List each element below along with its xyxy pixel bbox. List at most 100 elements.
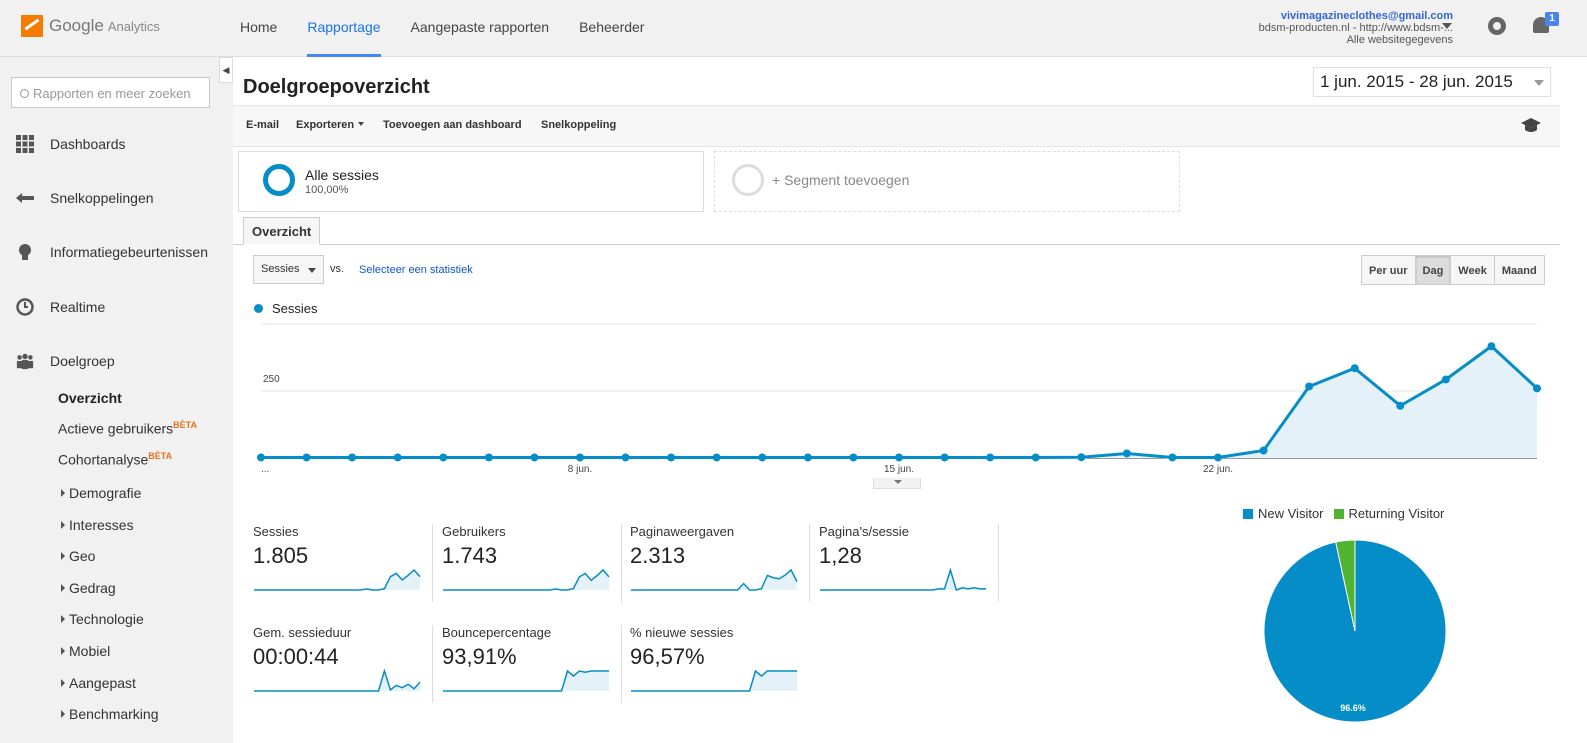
pie-legend-new-visitor[interactable]: New Visitor: [1243, 506, 1324, 521]
stat-card[interactable]: Pagina's/sessie 1,28: [819, 524, 999, 602]
account-dropdown-icon[interactable]: [1442, 23, 1452, 29]
sidebar-item-cohortanalyse[interactable]: CohortanalyseBÈTA: [58, 451, 172, 468]
sidebar-item-dashboards[interactable]: Dashboards: [0, 129, 233, 159]
sidebar-tree-benchmarking[interactable]: Benchmarking: [61, 706, 159, 722]
metric-dropdown[interactable]: Sessies: [253, 255, 324, 284]
main-content: Doelgroepoverzicht 1 jun. 2015 - 28 jun.…: [233, 57, 1587, 743]
sidebar-label-informatiegebeurtenissen: Informatiegebeurtenissen: [50, 244, 208, 260]
period-maand-button[interactable]: Maand: [1494, 256, 1544, 284]
sidebar-item-snelkoppelingen[interactable]: Snelkoppelingen: [0, 183, 233, 213]
pie-slice-returning-visitor[interactable]: [1335, 539, 1356, 632]
sidebar-label-dashboards: Dashboards: [50, 136, 126, 152]
sessions-line-chart[interactable]: 250500...8 jun.15 jun.22 jun.: [233, 319, 1553, 479]
data-point[interactable]: [530, 453, 539, 462]
visitor-type-pie-chart[interactable]: 96.6%: [1263, 539, 1447, 723]
data-point[interactable]: [302, 453, 311, 462]
data-point[interactable]: [1077, 453, 1086, 462]
sidebar-collapse-button[interactable]: ◀: [219, 57, 233, 83]
data-point[interactable]: [849, 453, 858, 462]
stat-card[interactable]: Paginaweergaven 2.313: [630, 524, 810, 602]
sidebar-item-actieve-gebruikers[interactable]: Actieve gebruikersBÈTA: [58, 420, 197, 437]
sidebar-tree-aangepast[interactable]: Aangepast: [61, 675, 136, 691]
data-point[interactable]: [1487, 342, 1496, 351]
tab-overzicht[interactable]: Overzicht: [243, 217, 321, 245]
data-point[interactable]: [1259, 446, 1268, 455]
settings-gear-icon[interactable]: [1488, 17, 1506, 35]
data-point[interactable]: [1396, 401, 1405, 410]
data-point[interactable]: [1350, 364, 1359, 373]
sidebar-item-overzicht[interactable]: Overzicht: [58, 390, 122, 406]
stat-card[interactable]: Gem. sessieduur 00:00:44: [253, 625, 433, 703]
data-point[interactable]: [576, 453, 584, 462]
add-segment-button[interactable]: + Segment toevoegen: [714, 151, 1180, 212]
account-selector[interactable]: vivimagazineclothes@gmail.com bdsm-produ…: [1259, 10, 1453, 46]
pie-legend-returning-visitor[interactable]: Returning Visitor: [1333, 506, 1444, 521]
data-point[interactable]: [895, 453, 903, 462]
sidebar-tree-demografie[interactable]: Demografie: [61, 485, 141, 501]
data-point[interactable]: [621, 453, 630, 462]
period-dag-button[interactable]: Dag: [1415, 256, 1452, 284]
nav-beheerder[interactable]: Beheerder: [579, 19, 645, 35]
data-point[interactable]: [348, 453, 357, 462]
data-point[interactable]: [439, 453, 448, 462]
data-point[interactable]: [1305, 382, 1314, 391]
data-point[interactable]: [758, 453, 767, 462]
data-point[interactable]: [803, 453, 812, 462]
data-point[interactable]: [1031, 453, 1040, 462]
date-range-picker[interactable]: 1 jun. 2015 - 28 jun. 2015: [1313, 67, 1551, 97]
sidebar-tree-interesses[interactable]: Interesses: [61, 517, 134, 533]
sidebar-item-informatiegebeurtenissen[interactable]: Informatiegebeurtenissen: [0, 237, 233, 267]
metric-label: Sessies: [261, 263, 300, 275]
shortcut-button[interactable]: Snelkoppeling: [541, 119, 617, 131]
report-search-input[interactable]: Rapporten en meer zoeken: [11, 77, 210, 108]
sidebar-tree-technologie[interactable]: Technologie: [61, 611, 144, 627]
sidebar-tree-gedrag[interactable]: Gedrag: [61, 580, 116, 596]
sparkline-line: [820, 568, 986, 591]
sidebar: Rapporten en meer zoeken Dashboards Snel…: [0, 57, 233, 743]
data-point[interactable]: [667, 453, 676, 462]
chart-expander-handle[interactable]: [873, 478, 921, 489]
sidebar-label-geo: Geo: [69, 548, 96, 564]
stat-card[interactable]: Bouncepercentage 93,91%: [442, 625, 622, 703]
sparkline-line: [631, 669, 797, 692]
nav-rapportage[interactable]: Rapportage: [307, 0, 381, 57]
data-point[interactable]: [712, 453, 721, 462]
date-range-label: 1 jun. 2015 - 28 jun. 2015: [1320, 72, 1513, 91]
sidebar-item-realtime[interactable]: Realtime: [0, 292, 233, 322]
data-point[interactable]: [986, 453, 995, 462]
data-point[interactable]: [1214, 453, 1222, 462]
sidebar-tree-geo[interactable]: Geo: [61, 548, 95, 564]
sidebar-item-doelgroep[interactable]: Doelgroep: [0, 346, 233, 376]
segment-ring-icon: [263, 164, 295, 196]
stat-card[interactable]: Sessies 1.805: [253, 524, 433, 602]
ga-logo[interactable]: Google Analytics: [21, 15, 160, 37]
sparkline-area: [820, 570, 986, 590]
stat-value: 1.743: [442, 543, 498, 568]
add-to-dashboard-button[interactable]: Toevoegen aan dashboard: [383, 119, 522, 131]
data-point[interactable]: [257, 453, 265, 462]
add-segment-label: + Segment toevoegen: [772, 172, 910, 188]
select-statistic-link[interactable]: Selecteer een statistiek: [359, 264, 473, 276]
data-point[interactable]: [1533, 384, 1541, 393]
data-point[interactable]: [940, 453, 949, 462]
email-button[interactable]: E-mail: [246, 119, 280, 131]
period-per-uur-button[interactable]: Per uur: [1362, 256, 1416, 284]
series-legend-dot: [254, 304, 263, 313]
graduation-cap-icon[interactable]: [1521, 118, 1541, 134]
data-point[interactable]: [393, 453, 402, 462]
period-week-button[interactable]: Week: [1451, 256, 1495, 284]
segment-all-sessions[interactable]: Alle sessies 100,00%: [238, 151, 704, 212]
sidebar-label-interesses: Interesses: [69, 517, 134, 533]
sidebar-tree-mobiel[interactable]: Mobiel: [61, 643, 110, 659]
data-point[interactable]: [1168, 453, 1177, 462]
stat-card[interactable]: Gebruikers 1.743: [442, 524, 622, 602]
export-button[interactable]: Exporteren: [296, 119, 365, 131]
nav-home[interactable]: Home: [240, 19, 278, 35]
nav-aangepaste-rapporten[interactable]: Aangepaste rapporten: [410, 19, 550, 35]
data-point[interactable]: [484, 453, 493, 462]
data-point[interactable]: [1441, 375, 1450, 384]
notification-badge[interactable]: 1: [1545, 12, 1559, 26]
data-point[interactable]: [1122, 449, 1131, 458]
stat-card[interactable]: % nieuwe sessies 96,57%: [630, 625, 810, 703]
vs-label: vs.: [330, 263, 345, 275]
